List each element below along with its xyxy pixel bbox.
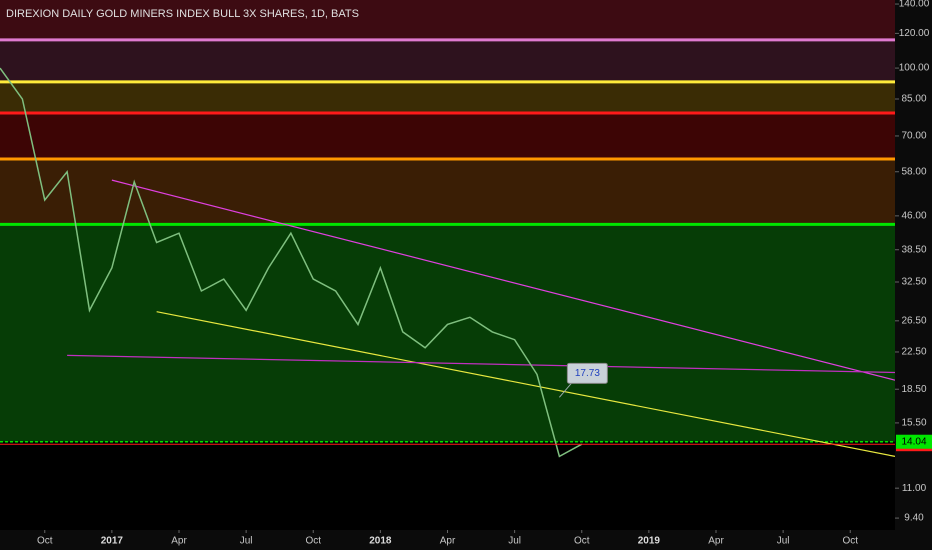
- plot-area: 17.73: [0, 0, 896, 458]
- level-label-box: [896, 434, 932, 449]
- zone: [0, 224, 895, 442]
- y-tick-label: 120.00: [899, 28, 930, 39]
- x-tick-label: Jul: [240, 536, 253, 547]
- chart-title: DIREXION DAILY GOLD MINERS INDEX BULL 3X…: [6, 8, 359, 20]
- level-label: 14.04: [901, 436, 926, 447]
- callout-pointer: [558, 382, 572, 398]
- y-tick-label: 15.50: [901, 418, 926, 429]
- y-tick-label: 140.00: [899, 0, 930, 10]
- y-tick-label: 9.40: [904, 513, 924, 524]
- trend-line: [156, 311, 896, 457]
- x-tick-label: 2018: [369, 536, 392, 547]
- x-tick-label: Oct: [37, 536, 53, 547]
- callout-box: [566, 362, 608, 384]
- price-line: [0, 67, 583, 458]
- y-tick-label: 46.00: [901, 211, 926, 222]
- trend-line: [67, 354, 896, 374]
- y-tick-label: 38.50: [901, 244, 926, 255]
- y-tick-label: 58.00: [901, 166, 926, 177]
- x-tick-label: Apr: [708, 536, 724, 547]
- zone: [0, 159, 895, 225]
- x-tick-label: Jul: [508, 536, 521, 547]
- callout-label: 17.73: [575, 368, 600, 379]
- y-tick-label: 22.50: [901, 347, 926, 358]
- x-tick-label: 2019: [638, 536, 661, 547]
- x-axis-panel: [0, 530, 932, 550]
- y-tick-label: 11.00: [902, 483, 927, 494]
- x-tick-label: Apr: [440, 536, 456, 547]
- y-tick-label: 32.50: [901, 277, 926, 288]
- x-tick-label: Oct: [305, 536, 321, 547]
- y-tick-label: 100.00: [899, 63, 930, 74]
- y-tick-label: 18.50: [901, 384, 926, 395]
- x-tick-label: Oct: [574, 536, 590, 547]
- zone: [0, 0, 895, 40]
- y-tick-label: 70.00: [901, 131, 926, 142]
- x-tick-label: Oct: [842, 536, 858, 547]
- y-tick-label: 85.00: [901, 94, 926, 105]
- x-tick-label: Jul: [777, 536, 790, 547]
- y-axis-panel: [895, 0, 932, 550]
- axes: 13.86140.00120.00100.0085.0070.0058.0046…: [37, 0, 932, 547]
- zone: [0, 39, 895, 82]
- y-tick-label: 26.50: [901, 315, 926, 326]
- x-tick-label: Apr: [171, 536, 187, 547]
- zone: [0, 112, 895, 160]
- x-tick-label: 2017: [101, 536, 124, 547]
- zone: [0, 81, 895, 113]
- trend-line: [111, 179, 896, 381]
